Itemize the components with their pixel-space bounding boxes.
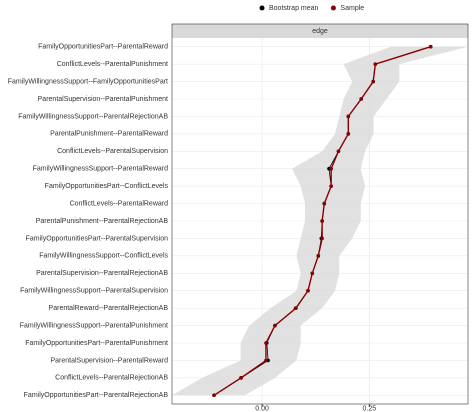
y-tick-label: FamilyWillingnessSupport--FamilyOpportun… bbox=[8, 78, 168, 85]
y-tick-label: ConflictLevels--ParentalSupervision bbox=[57, 148, 168, 155]
y-tick-label: ParentalPunishment--ParentalReward bbox=[50, 131, 168, 138]
point bbox=[346, 114, 351, 119]
y-tick-label: FamilyWillingnessSupport--ConflictLevels bbox=[39, 253, 168, 260]
legend-label: Sample bbox=[340, 5, 364, 12]
y-tick-label: ParentalSupervision--ParentalReward bbox=[50, 357, 168, 364]
x-tick-label: 0.00 bbox=[255, 405, 269, 412]
point bbox=[316, 254, 321, 258]
y-tick-label: ParentalSupervision--ParentalPunishment bbox=[38, 96, 168, 103]
point bbox=[336, 149, 341, 154]
point bbox=[428, 44, 433, 49]
y-tick-label: ConflictLevels--ParentalPunishment bbox=[57, 61, 168, 68]
y-tick-label: FamilyWillingnessSupport--ParentalReward bbox=[33, 166, 168, 173]
point bbox=[294, 306, 298, 310]
y-tick-label: FamilyWillingnessSupport--ParentalSuperv… bbox=[20, 288, 168, 295]
y-tick-label: ConflictLevels--ParentalRejectionAB bbox=[55, 375, 168, 382]
point bbox=[346, 132, 351, 136]
point bbox=[320, 236, 324, 241]
y-tick-label: FamilyOpportunitiesPart--ParentalSupervi… bbox=[26, 235, 168, 242]
point bbox=[264, 358, 268, 363]
y-tick-label: ConflictLevels--ParentalReward bbox=[70, 200, 169, 207]
point bbox=[329, 166, 333, 171]
y-tick-label: FamilyWillingnessSupport--ParentalPunish… bbox=[20, 322, 168, 329]
y-tick-label: FamilyWillingnessSupport--ParentalReject… bbox=[18, 113, 168, 120]
x-tick-label: 0.25 bbox=[363, 405, 377, 412]
point bbox=[306, 288, 310, 293]
y-tick-label: FamilyOpportunitiesPart--ParentalPunishm… bbox=[25, 340, 168, 347]
panel-strip bbox=[172, 24, 468, 38]
point bbox=[371, 79, 375, 84]
legend-label: Bootstrap mean bbox=[269, 5, 319, 12]
point bbox=[373, 62, 378, 66]
panel-label: edge bbox=[312, 28, 328, 35]
y-tick-label: ParentalSupervision--ParentalRejectionAB bbox=[36, 270, 168, 277]
point bbox=[264, 341, 268, 345]
legend-marker bbox=[330, 5, 336, 11]
point bbox=[239, 376, 243, 380]
y-tick-label: FamilyOpportunitiesPart--ParentalReward bbox=[38, 44, 168, 51]
point bbox=[310, 271, 315, 276]
point bbox=[322, 201, 327, 206]
point bbox=[212, 393, 216, 398]
point bbox=[273, 323, 277, 328]
point bbox=[329, 184, 333, 188]
point bbox=[359, 97, 363, 101]
legend-marker bbox=[259, 5, 265, 11]
panel-border bbox=[171, 23, 469, 405]
y-tick-label: ParentalPunishment--ParentalRejectionAB bbox=[36, 218, 169, 225]
point bbox=[320, 219, 324, 223]
ci-band bbox=[172, 46, 468, 396]
y-tick-label: FamilyOpportunitiesPart--ParentalRejecti… bbox=[24, 392, 169, 399]
y-tick-label: FamilyOpportunitiesPart--ConflictLevels bbox=[45, 183, 169, 190]
y-tick-label: ParentalReward--ParentalRejectionAB bbox=[49, 305, 169, 312]
